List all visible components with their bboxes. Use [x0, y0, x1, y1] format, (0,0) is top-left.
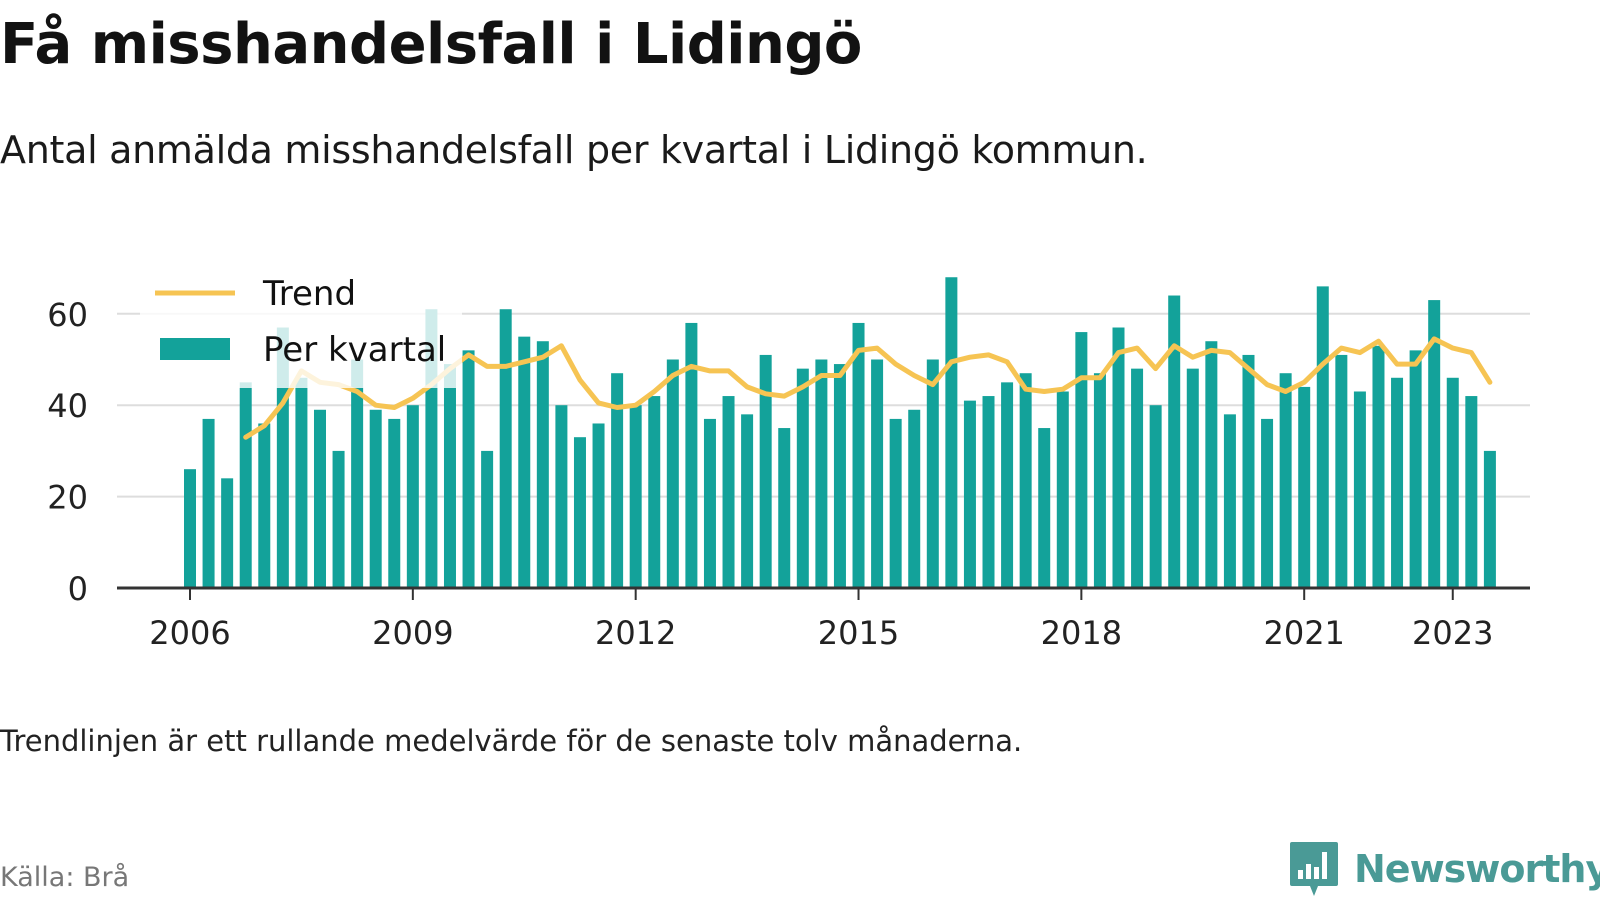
bar [481, 450, 494, 588]
bar [276, 327, 289, 588]
brand-name: Newsworthy [1354, 847, 1600, 891]
bar [1261, 418, 1274, 588]
bar [592, 423, 605, 588]
bar [871, 359, 884, 588]
bar [369, 409, 382, 588]
bar [1205, 341, 1218, 588]
bar [815, 359, 828, 588]
x-tick-label: 2018 [1041, 614, 1122, 652]
x-tick-label: 2015 [818, 614, 899, 652]
bar [332, 450, 345, 588]
y-tick-label: 40 [47, 387, 88, 425]
bar [889, 418, 902, 588]
legend-background [140, 270, 462, 388]
bar [926, 359, 939, 588]
bar [1353, 391, 1366, 588]
x-tick-label: 2006 [149, 614, 230, 652]
y-tick-label: 60 [47, 296, 88, 334]
bar [741, 414, 754, 588]
bar [666, 359, 679, 588]
bar [722, 396, 735, 588]
x-tick-label: 2009 [372, 614, 453, 652]
bar [1298, 386, 1311, 588]
x-axis: 2006 2009 2012 2015 2018 2021 2023 [117, 586, 1530, 652]
bar [945, 277, 958, 588]
bar [1075, 332, 1088, 588]
bar [1019, 373, 1032, 588]
bar [1093, 373, 1106, 588]
bar [1112, 327, 1125, 588]
bar [443, 364, 456, 588]
footnote: Trendlinjen är ett rullande medelvärde f… [0, 724, 1023, 758]
bar [1038, 428, 1051, 588]
bar [1056, 391, 1069, 588]
bar [908, 409, 921, 588]
legend-label-trend: Trend [262, 274, 356, 314]
bar [1149, 405, 1162, 588]
legend-bar-swatch [160, 338, 230, 360]
bar [221, 478, 234, 588]
bar [388, 418, 401, 588]
bar [295, 377, 308, 588]
bar [258, 423, 271, 588]
bar [555, 405, 568, 588]
legend-label-per-kvartal: Per kvartal [263, 330, 446, 370]
bar [1372, 345, 1385, 588]
bar [1316, 286, 1329, 588]
bar [1186, 368, 1199, 588]
y-tick-label: 0 [68, 570, 88, 608]
bar [759, 354, 772, 588]
bar [184, 469, 196, 588]
bar [1168, 295, 1181, 588]
bar [462, 350, 475, 588]
bar [351, 359, 364, 588]
bar [1335, 354, 1348, 588]
bar [1001, 382, 1014, 588]
bar [1409, 350, 1422, 588]
bar [982, 396, 995, 588]
bar [406, 405, 419, 588]
bar [629, 405, 642, 588]
legend: Trend Per kvartal [140, 270, 462, 388]
bar [573, 437, 586, 588]
bar [833, 364, 846, 588]
y-axis-labels: 0 20 40 60 [47, 296, 88, 608]
bar [1483, 450, 1496, 588]
bar [796, 368, 809, 588]
bar [518, 336, 531, 588]
x-tick-label: 2023 [1412, 614, 1493, 652]
bar [1279, 373, 1292, 588]
bar [536, 341, 549, 588]
bar [1465, 396, 1478, 588]
bar [685, 322, 698, 588]
newsworthy-logo-icon [1290, 842, 1338, 896]
bar [313, 409, 326, 588]
x-tick-label: 2021 [1263, 614, 1344, 652]
brand-logo: Newsworthy [1288, 840, 1600, 898]
bar [703, 418, 716, 588]
bar [852, 322, 865, 588]
bar-line-chart: 0 20 40 60 2006 2009 2012 2015 2018 2021 2023 Tre… [47, 270, 1530, 652]
bar [499, 309, 512, 588]
bar [648, 396, 661, 588]
y-tick-label: 20 [47, 479, 88, 517]
bar [778, 428, 791, 588]
x-tick-label: 2012 [595, 614, 676, 652]
bar [1446, 377, 1459, 588]
bar [1242, 354, 1255, 588]
bar [202, 418, 215, 588]
bar [1391, 377, 1404, 588]
bar [611, 373, 624, 588]
bar [1223, 414, 1236, 588]
bar [239, 382, 252, 588]
bar [1131, 368, 1144, 588]
chart-title: Få misshandelsfall i Lidingö [0, 12, 862, 77]
bars [184, 277, 1496, 588]
bar [1428, 300, 1441, 588]
source-label: Källa: Brå [0, 862, 130, 893]
bar [963, 400, 976, 588]
chart-subtitle: Antal anmälda misshandelsfall per kvarta… [0, 128, 1148, 172]
